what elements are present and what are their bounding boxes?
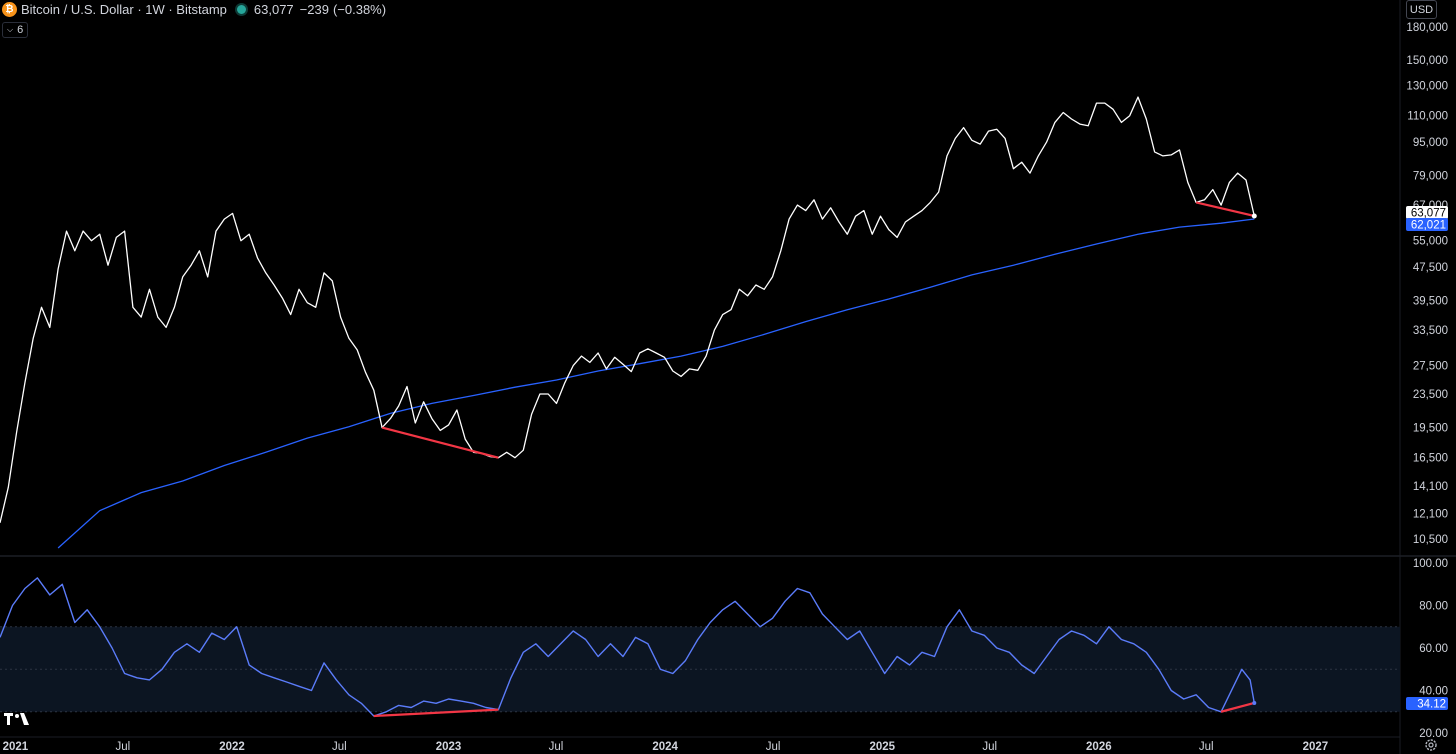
time-axis-tick-label: Jul xyxy=(332,741,347,753)
rsi-axis-tick-label: 20.00 xyxy=(1419,728,1448,740)
last-price-label: 63,077 xyxy=(1411,207,1446,219)
time-axis-tick-label: Jul xyxy=(1199,741,1214,753)
price-axis-tick-label: 110,000 xyxy=(1407,111,1448,123)
rsi-divergence-line[interactable] xyxy=(1220,701,1255,713)
price-axis-tick-label: 19,500 xyxy=(1413,423,1448,435)
indicator-count: 6 xyxy=(17,24,24,36)
price-axis-tick-label: 180,000 xyxy=(1406,22,1448,34)
symbol-title[interactable]: Bitcoin / U.S. Dollar · 1W · Bitstamp xyxy=(21,1,227,17)
last-price-label-bg xyxy=(1406,205,1448,219)
rsi-value-label: 34.12 xyxy=(1417,698,1446,710)
price-axis-tick-label: 27,500 xyxy=(1413,361,1448,373)
time-axis-tick-label: 2025 xyxy=(869,741,895,753)
price-divergence-line[interactable] xyxy=(381,426,499,459)
last-price: 63,077 xyxy=(253,1,294,17)
ma-value-label-bg xyxy=(1406,218,1448,232)
rsi-axis-tick-label: 60.00 xyxy=(1419,643,1448,655)
time-axis-tick-label: Jul xyxy=(115,741,130,753)
price-axis-tick-label: 16,500 xyxy=(1413,453,1448,465)
price-axis-tick-label: 12,100 xyxy=(1413,509,1448,521)
bitcoin-icon: ₿ xyxy=(2,1,17,17)
last-rsi-marker xyxy=(1252,700,1257,705)
time-axis-tick-label: 2021 xyxy=(3,741,29,753)
rsi-divergence-line[interactable] xyxy=(373,708,499,718)
time-axis-tick-label: 2027 xyxy=(1303,741,1329,753)
price-change-percent: (−0.38%) xyxy=(332,1,387,17)
price-axis-tick-label: 39,500 xyxy=(1413,295,1448,307)
chevron-down-icon: ⌵ xyxy=(7,25,14,34)
price-axis-tick-label: 14,100 xyxy=(1413,481,1448,493)
price-axis-tick-label: 23,500 xyxy=(1413,389,1448,401)
price-axis-tick-label: 33,500 xyxy=(1413,325,1448,337)
price-axis-tick-label: 95,000 xyxy=(1413,137,1448,149)
rsi-axis-tick-label: 40.00 xyxy=(1419,686,1448,698)
price-divergence-line[interactable] xyxy=(1195,201,1255,218)
ma-value-label: 62,021 xyxy=(1411,220,1446,232)
time-axis-tick-label: Jul xyxy=(549,741,564,753)
time-axis-tick-label: 2023 xyxy=(436,741,462,753)
price-axis-tick-label: 130,000 xyxy=(1406,81,1448,93)
rsi-axis-tick-label: 80.00 xyxy=(1419,601,1448,613)
live-status-dot xyxy=(236,4,246,14)
price-axis-tick-label: 10,500 xyxy=(1413,534,1448,546)
price-axis-tick-label: 150,000 xyxy=(1406,55,1448,67)
tradingview-logo[interactable] xyxy=(4,712,30,726)
moving-average-line xyxy=(57,218,1255,549)
time-axis-tick-label: 2022 xyxy=(219,741,245,753)
time-axis-tick-label: Jul xyxy=(766,741,781,753)
price-change: −239 xyxy=(299,1,329,17)
last-price-marker xyxy=(1251,213,1257,219)
price-axis-tick-label: 79,000 xyxy=(1413,170,1448,182)
settings-icon[interactable] xyxy=(1424,738,1438,752)
price-axis-tick-label: 55,000 xyxy=(1413,236,1448,248)
time-axis-tick-label: 2026 xyxy=(1086,741,1112,753)
time-axis-tick-label: 2024 xyxy=(652,741,678,753)
rsi-line xyxy=(0,577,1255,717)
symbol-header: ₿ Bitcoin / U.S. Dollar · 1W · Bitstamp … xyxy=(0,0,386,18)
time-axis-tick-label: Jul xyxy=(982,741,997,753)
currency-button[interactable]: USD xyxy=(1406,0,1437,19)
price-line xyxy=(0,96,1255,523)
indicators-collapse-button[interactable]: ⌵ 6 xyxy=(2,22,29,38)
rsi-value-label-bg xyxy=(1406,696,1448,710)
price-axis-tick-label: 47,500 xyxy=(1413,262,1448,274)
rsi-axis-tick-label: 100.00 xyxy=(1413,558,1448,570)
